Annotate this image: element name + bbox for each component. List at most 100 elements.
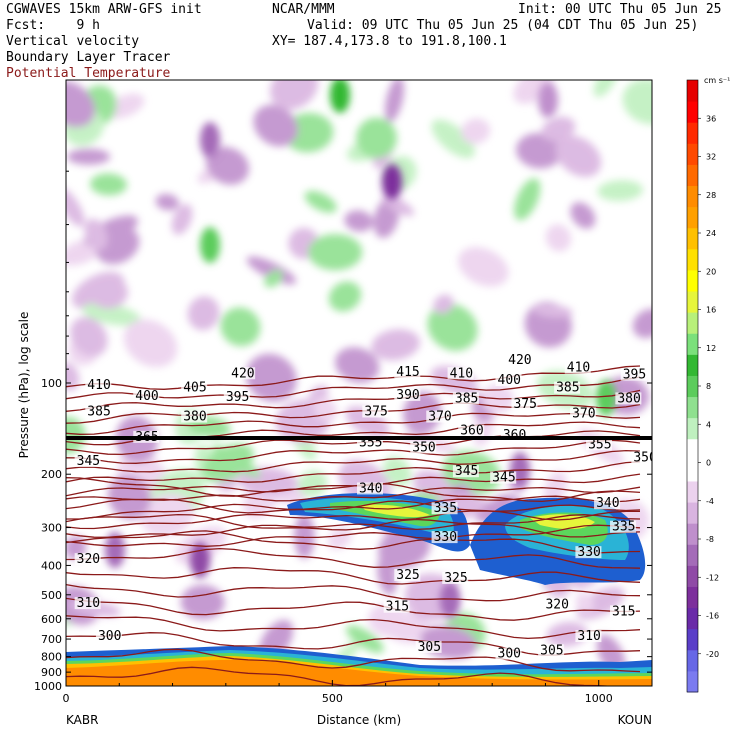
x-tick-label: 1000 [585, 692, 613, 705]
field-label-boundary-layer-tracer: Boundary Layer Tracer [6, 50, 171, 65]
w-core [105, 532, 125, 568]
theta-contour [66, 648, 641, 673]
colorbar-swatch [687, 206, 698, 229]
downdraft-blob [171, 203, 193, 235]
theta-label-bg [394, 568, 421, 581]
updraft-blob [90, 173, 128, 196]
colorbar-tick-label: -4 [706, 497, 714, 506]
theta-contour-label: 360 [460, 424, 483, 439]
downdraft-blob [533, 304, 573, 318]
endpoint-right-label: KOUN [618, 713, 652, 727]
theta-label-bg [394, 365, 421, 378]
theta-label-bg [85, 379, 112, 392]
y-tick-label: 400 [41, 559, 62, 572]
theta-label-bg [586, 438, 613, 451]
downdraft-blob [253, 104, 298, 147]
tracer-surface-core [66, 659, 652, 686]
theta-contour-label: 390 [396, 388, 419, 403]
theta-contour-label: 310 [577, 629, 600, 644]
updraft-blob [298, 470, 328, 498]
updraft-blob [220, 307, 261, 347]
theta-contour-label: 400 [498, 373, 521, 388]
colorbar-tick-label: 4 [706, 420, 711, 429]
downdraft-blob [66, 186, 85, 227]
theta-label-bg [181, 381, 208, 394]
colorbar-tick-label: 16 [706, 306, 716, 315]
theta-contour [66, 439, 641, 464]
downdraft-blob [66, 361, 80, 391]
theta-label-bg [495, 374, 522, 386]
colorbar-swatch [687, 607, 698, 630]
theta-label-bg [223, 391, 250, 404]
updraft-blob [593, 80, 618, 98]
theta-label-bg [620, 368, 647, 381]
theta-contour-label: 345 [77, 454, 100, 469]
colorbar-swatch [687, 502, 698, 524]
x-axis: 0 500 1000 [63, 680, 613, 705]
downdraft-blob [187, 296, 220, 331]
org-label: NCAR/MMM [272, 2, 335, 17]
theta-contour [66, 389, 641, 412]
theta-contour-label: 395 [623, 368, 646, 383]
downdraft-blob [246, 256, 297, 285]
downdraft-blob [516, 133, 563, 169]
colorbar-swatch [687, 544, 698, 566]
colorbar-swatch [687, 586, 698, 609]
theta-label-bg [506, 354, 533, 367]
downdraft-blob [70, 316, 108, 357]
theta-label-bg [458, 424, 485, 437]
theta-contour-label: 330 [577, 545, 600, 560]
updraft-blob [356, 117, 397, 159]
colorbar-swatch [687, 101, 698, 123]
downdraft-blob [458, 247, 509, 287]
theta-contour-label: 370 [572, 407, 595, 422]
theta-contour [66, 615, 641, 640]
downdraft-blob [344, 210, 374, 232]
theta-label-bg [452, 392, 479, 405]
colorbar-swatch [687, 565, 698, 587]
theta-contour [66, 473, 641, 497]
downdraft-blob [155, 193, 180, 211]
colorbar-swatch [687, 227, 698, 250]
theta-contour-label: 360 [503, 428, 526, 443]
theta-contour [66, 449, 641, 473]
colorbar-tick-label: 8 [706, 382, 711, 391]
theta-contour-label: 410 [567, 361, 590, 376]
y-tick-label: 600 [41, 613, 62, 626]
theta-label-bg [229, 367, 256, 380]
updraft-blob [304, 190, 337, 213]
theta-contour [66, 376, 641, 400]
downdraft-blob [327, 527, 352, 550]
theta-contour-label: 315 [386, 600, 409, 615]
theta-label-bg [564, 361, 591, 374]
updraft-blob [82, 303, 141, 326]
w-core [440, 582, 460, 618]
theta-label-bg [383, 600, 410, 613]
colorbar-swatch [687, 269, 698, 292]
theta-label-bg [543, 598, 570, 611]
model-title: CGWAVES 15km ARW-GFS init [6, 2, 202, 17]
forecast-hour: Fcst: 9 h [6, 18, 100, 33]
colorbar-swatch [687, 628, 698, 651]
downdraft-blob [84, 218, 108, 251]
colorbar-swatch [687, 312, 698, 334]
theta-contour-label: 300 [498, 647, 521, 662]
theta-contour-label: 335 [612, 520, 635, 535]
theta-contour-label: 385 [556, 381, 579, 396]
theta-contour-label: 355 [588, 437, 611, 452]
theta-label-bg [74, 553, 101, 566]
theta-contour [66, 495, 641, 520]
updraft-blob [212, 444, 261, 478]
theta-label-bg [357, 482, 383, 495]
theta-contour [66, 597, 641, 621]
field-label-vertical-velocity: Vertical velocity [6, 34, 140, 49]
downdraft-blob [382, 612, 431, 644]
colorbar-swatch [687, 354, 698, 376]
colorbar-swatch [687, 523, 698, 545]
theta-contour [66, 402, 641, 424]
downdraft-blob [245, 353, 297, 402]
theta-label-bg [575, 546, 602, 559]
plot-area: 300 305 300 305 310 310 315 315 320 320 325 325 330 3… [66, 80, 652, 686]
theta-label-bg [594, 497, 621, 510]
theta-contour-label: 385 [455, 391, 478, 406]
